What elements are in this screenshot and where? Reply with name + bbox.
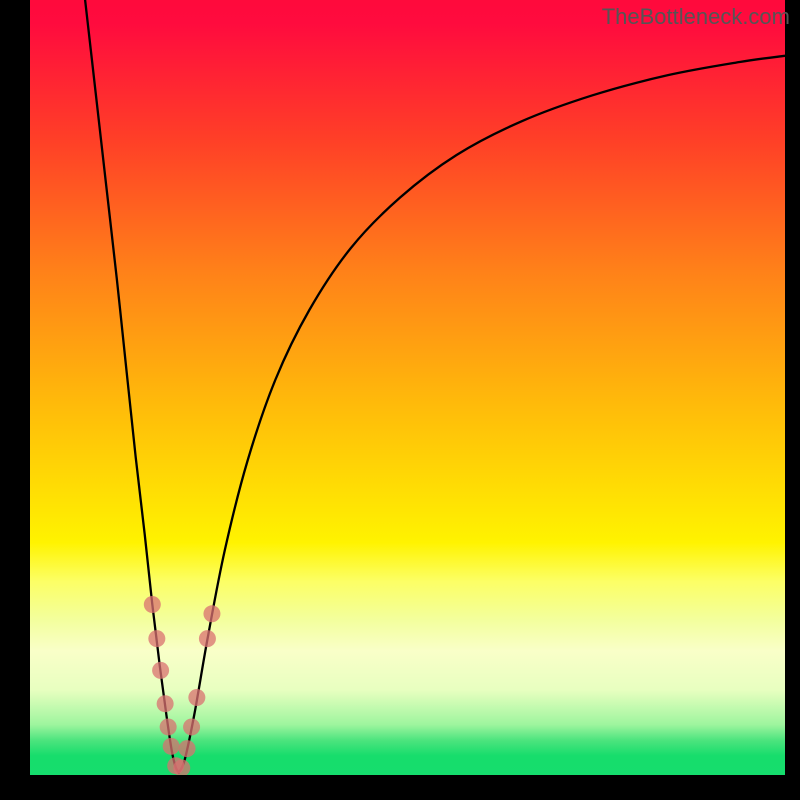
- sample-dot: [144, 596, 161, 613]
- sample-dot: [179, 740, 196, 757]
- watermark-text: TheBottleneck.com: [602, 4, 790, 30]
- sample-dot: [173, 760, 190, 777]
- sample-dot: [183, 718, 200, 735]
- sample-dot: [163, 738, 180, 755]
- sample-dot: [203, 605, 220, 622]
- gradient-background: [30, 0, 785, 775]
- sample-dot: [188, 689, 205, 706]
- bottleneck-chart: [0, 0, 800, 800]
- chart-stage: TheBottleneck.com: [0, 0, 800, 800]
- border-right: [785, 0, 800, 800]
- border-bottom: [0, 775, 800, 800]
- sample-dot: [148, 630, 165, 647]
- sample-dot: [160, 718, 177, 735]
- border-left: [0, 0, 30, 800]
- sample-dot: [152, 662, 169, 679]
- sample-dot: [157, 695, 174, 712]
- sample-dot: [199, 630, 216, 647]
